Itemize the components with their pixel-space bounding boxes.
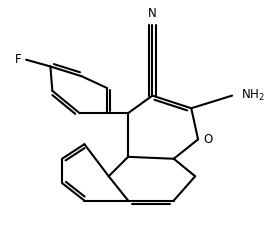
Text: F: F <box>15 53 22 66</box>
Text: N: N <box>148 7 157 20</box>
Text: O: O <box>203 133 213 146</box>
Text: NH$_2$: NH$_2$ <box>241 88 265 103</box>
